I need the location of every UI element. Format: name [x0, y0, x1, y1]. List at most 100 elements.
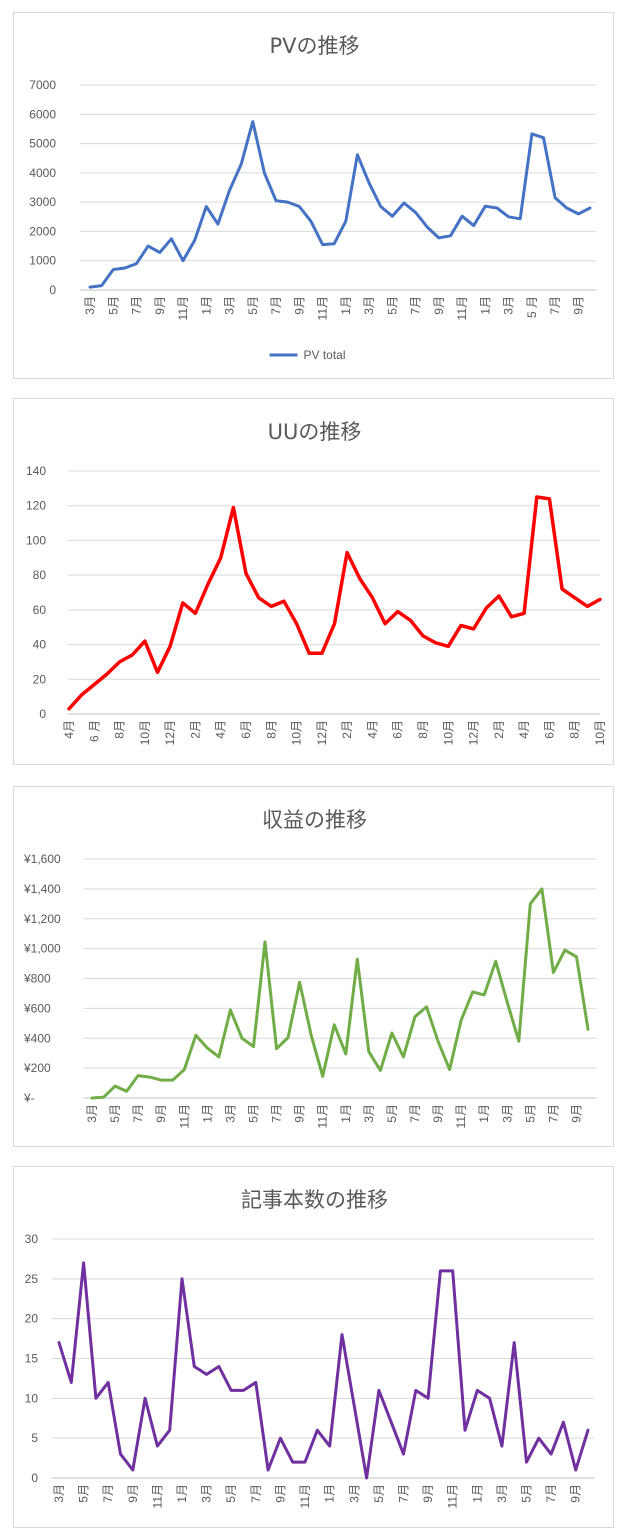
x-tick-label: 7月 [408, 1104, 422, 1123]
series-line [90, 887, 590, 1100]
y-tick-label: ¥1,200 [23, 912, 61, 926]
x-tick-label: 6月 [239, 720, 253, 739]
y-tick-label: 0 [49, 283, 56, 297]
x-tick-label: 5月 [224, 1484, 238, 1503]
x-tick-label: 5月 [372, 1484, 386, 1503]
chart-title: UUの推移 [268, 420, 362, 444]
uu-chart-panel: UUの推移 0 20 40 60 80 100 120 140 4月 6 月 8月 10月 12月 2月 4月… [13, 398, 614, 765]
y-tick-label: 20 [25, 1312, 39, 1326]
x-tick-label: 6 月 [87, 720, 101, 742]
y-tick-label: 80 [33, 568, 47, 582]
x-tick-label: 11月 [298, 1484, 312, 1508]
chart-title: 記事本数の推移 [241, 1188, 388, 1212]
x-tick-label: 3月 [52, 1484, 66, 1503]
x-tick-label: 4月 [214, 720, 228, 739]
x-tick-label: 4月 [62, 720, 76, 739]
x-tick-label: 2月 [340, 720, 354, 739]
legend-label: PV total [304, 348, 346, 362]
x-tick-label: 9月 [571, 296, 585, 315]
x-tick-label: 5月 [106, 296, 120, 315]
x-tick-label: 3月 [362, 296, 376, 315]
x-tick-label: 1月 [339, 1104, 353, 1123]
x-tick-label: 8月 [264, 720, 278, 739]
x-tick-label: 9月 [432, 296, 446, 315]
series-line [57, 1261, 590, 1480]
x-tick-label: 11月 [455, 296, 469, 320]
y-tick-label: 2000 [29, 224, 56, 238]
x-tick-label: 1月 [323, 1484, 337, 1503]
x-tick-label: 7月 [548, 296, 562, 315]
x-tick-label: 7月 [270, 1104, 284, 1123]
x-tick-label: 4月 [365, 720, 379, 739]
x-tick-label: 3月 [502, 296, 516, 315]
x-tick-label: 5月 [385, 1104, 399, 1123]
x-tick-label: 7月 [544, 1484, 558, 1503]
y-tick-label: 0 [39, 707, 46, 721]
x-tick-label: 3月 [347, 1484, 361, 1503]
y-tick-label: ¥- [23, 1091, 35, 1105]
y-tick-label: 3000 [29, 195, 56, 209]
x-tick-label: 9月 [293, 1104, 307, 1123]
x-tick-label: 7月 [249, 1484, 263, 1503]
x-tick-label: 5月 [108, 1104, 122, 1123]
x-tick-label: 2月 [188, 720, 202, 739]
x-tick-label: 7月 [269, 296, 283, 315]
y-tick-label: 140 [26, 464, 46, 478]
x-tick-label: 12月 [163, 720, 177, 745]
x-tick-label: 3月 [500, 1104, 514, 1123]
x-tick-label: 8月 [416, 720, 430, 739]
x-tick-label: 7月 [546, 1104, 560, 1123]
x-tick-label: 3月 [223, 296, 237, 315]
x-tick-label: 3月 [200, 1484, 214, 1503]
y-tick-label: ¥200 [23, 1061, 51, 1075]
x-tick-label: 1月 [477, 1104, 491, 1123]
x-tick-label: 2月 [492, 720, 506, 739]
x-tick-label: 6月 [391, 720, 405, 739]
x-tick-label: 9月 [153, 296, 167, 315]
y-tick-label: ¥600 [23, 1001, 51, 1015]
x-tick-label: 11月 [446, 1484, 460, 1508]
x-tick-label: 5月 [385, 296, 399, 315]
x-tick-label: 10月 [290, 720, 304, 745]
x-tick-label: 4月 [517, 720, 531, 739]
x-tick-label: 8月 [113, 720, 127, 739]
y-tick-label: ¥1,000 [23, 942, 61, 956]
y-tick-label: ¥800 [23, 972, 51, 986]
y-tick-label: 6000 [29, 107, 56, 121]
x-tick-label: 3月 [85, 1104, 99, 1123]
series-line [67, 495, 602, 711]
chart-svg: UUの推移 0 20 40 60 80 100 120 140 4月 6 月 8月 10月 12月 2月 4月… [26, 420, 607, 745]
y-tick-label: 100 [26, 533, 46, 547]
x-tick-label: 9月 [273, 1484, 287, 1503]
x-tick-label: 7月 [396, 1484, 410, 1503]
y-tick-label: 5000 [29, 137, 56, 151]
y-tick-label: 7000 [29, 78, 56, 92]
x-tick-label: 12月 [315, 720, 329, 745]
series-line [88, 120, 592, 289]
chart-title: PVの推移 [269, 34, 359, 58]
x-tick-label: 3月 [495, 1484, 509, 1503]
pv-chart-panel: PVの推移 0 1000 2000 3000 4000 5000 6000 7000 3月 5月 7月… [13, 12, 614, 379]
y-tick-label: 30 [25, 1232, 39, 1246]
x-tick-label: 5 月 [525, 296, 539, 318]
x-tick-label: 7月 [101, 1484, 115, 1503]
y-tick-label: 40 [33, 638, 47, 652]
x-tick-label: 7月 [409, 296, 423, 315]
x-tick-label: 10月 [441, 720, 455, 745]
x-tick-label: 5月 [77, 1484, 91, 1503]
x-tick-label: 9月 [431, 1104, 445, 1123]
x-tick-label: 7月 [130, 296, 144, 315]
x-tick-label: 11月 [150, 1484, 164, 1508]
chart-svg: PVの推移 0 1000 2000 3000 4000 5000 6000 7000 3月 5月 7月… [29, 34, 596, 362]
y-tick-label: ¥400 [23, 1031, 51, 1045]
y-tick-label: 20 [33, 672, 47, 686]
x-tick-label: 9月 [154, 1104, 168, 1123]
y-tick-label: 120 [26, 499, 46, 513]
x-tick-label: 8月 [568, 720, 582, 739]
x-tick-label: 1月 [470, 1484, 484, 1503]
chart-svg: 記事本数の推移 0 5 10 15 20 25 30 3月 5月 7月 9月 11月 1月 3月 5月 7月 9月… [25, 1188, 594, 1508]
x-tick-label: 9月 [569, 1104, 583, 1123]
y-tick-label: ¥1,400 [23, 882, 61, 896]
x-tick-label: 3月 [83, 296, 97, 315]
x-tick-label: 11月 [316, 296, 330, 320]
